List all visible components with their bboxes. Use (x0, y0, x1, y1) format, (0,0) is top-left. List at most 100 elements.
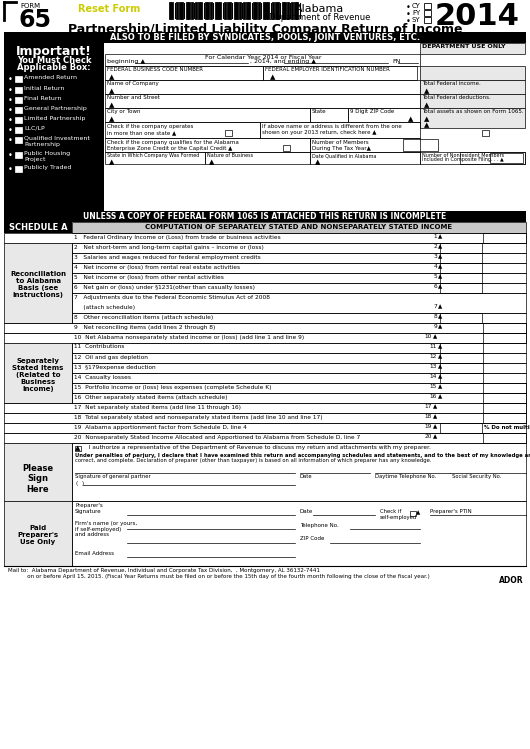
Text: 14  Casualty losses: 14 Casualty losses (74, 374, 131, 380)
Text: •: • (8, 75, 13, 84)
Bar (440, 263, 482, 273)
Bar (225, 130, 232, 136)
Text: 1: 1 (434, 234, 437, 240)
Text: Preparer's
Signature: Preparer's Signature (75, 503, 103, 514)
Text: Publicly Traded: Publicly Traded (24, 165, 72, 170)
Bar (348, 108, 420, 122)
Bar (440, 313, 482, 323)
Text: Please
Sign
Here: Please Sign Here (22, 464, 54, 494)
Bar (483, 433, 526, 443)
Text: Date: Date (300, 474, 313, 479)
Bar (440, 253, 482, 263)
Bar (483, 283, 526, 293)
Text: •: • (8, 116, 13, 125)
Bar (4, 413, 526, 423)
Text: Check if the company operates: Check if the company operates (107, 124, 193, 129)
Text: Qualified Investment
Partnership: Qualified Investment Partnership (24, 136, 90, 147)
Bar (482, 130, 489, 136)
Text: Under penalties of perjury, I declare that I have examined this return and accom: Under penalties of perjury, I declare th… (75, 453, 530, 458)
Bar (205, 152, 310, 164)
Text: Date Qualified in Alabama: Date Qualified in Alabama (312, 153, 376, 158)
Text: ▲: ▲ (433, 425, 437, 429)
Bar (4, 323, 526, 333)
Bar (72, 243, 526, 253)
Text: You Must Check: You Must Check (17, 56, 91, 65)
Bar (72, 222, 526, 233)
Text: Total Federal income.: Total Federal income. (422, 81, 481, 86)
Text: in more than one state ▲: in more than one state ▲ (107, 130, 176, 135)
Text: on or before April 15, 2015. (Fiscal Year Returns must be filed on or before the: on or before April 15, 2015. (Fiscal Yea… (8, 574, 430, 579)
Text: 16: 16 (430, 395, 437, 399)
Bar (72, 373, 526, 383)
Bar (483, 333, 526, 343)
Text: 3   Salaries and wages reduced for federal employment credits: 3 Salaries and wages reduced for federal… (74, 255, 261, 259)
Text: Social Security No.: Social Security No. (452, 474, 501, 479)
Bar (490, 153, 523, 163)
Bar (4, 501, 72, 566)
Text: Firm's name (or yours,: Firm's name (or yours, (75, 521, 137, 526)
Bar (483, 383, 526, 393)
Text: ▲: ▲ (438, 395, 442, 399)
Text: ▲: ▲ (433, 335, 437, 339)
Text: ▲: ▲ (438, 365, 442, 369)
Text: ▲: ▲ (438, 315, 442, 320)
Bar (440, 283, 482, 293)
Text: 13  §179expense deduction: 13 §179expense deduction (74, 365, 156, 369)
Text: Department of Revenue: Department of Revenue (269, 13, 370, 22)
Text: % Do not multiply line 18 by line 19: % Do not multiply line 18 by line 19 (484, 425, 530, 429)
Bar (424, 10, 431, 16)
Text: 4: 4 (433, 264, 437, 270)
Text: ALSO TO BE FILED BY SYNDICATES, POOLS, JOINT VENTURES, ETC.: ALSO TO BE FILED BY SYNDICATES, POOLS, J… (110, 33, 420, 42)
Bar (420, 152, 525, 164)
Text: LLC/LP: LLC/LP (24, 126, 45, 131)
Text: Reset Form: Reset Form (78, 4, 140, 14)
Text: Check if the company qualifies for the Alabama: Check if the company qualifies for the A… (107, 140, 239, 145)
Text: FY: FY (412, 10, 420, 16)
Text: 17  Net separately stated items (add line 11 through 16): 17 Net separately stated items (add line… (74, 404, 241, 410)
Bar (4, 403, 526, 413)
Bar (15, 152, 22, 158)
Text: 19  Alabama apportionment factor from Schedule D, line 4: 19 Alabama apportionment factor from Sch… (74, 425, 247, 429)
Bar (483, 393, 526, 403)
Text: Preparer's PTIN: Preparer's PTIN (430, 509, 472, 514)
Text: ▲: ▲ (433, 414, 437, 419)
Bar (105, 54, 420, 66)
Text: ▲: ▲ (109, 102, 114, 108)
Text: correct, and complete. Declaration of preparer (other than taxpayer) is based on: correct, and complete. Declaration of pr… (75, 458, 431, 463)
Bar (15, 97, 22, 103)
Bar (4, 343, 72, 403)
Text: Number of Nonresident Members: Number of Nonresident Members (422, 153, 504, 158)
Text: 7   Adjustments due to the Federal Economic Stimulus Act of 2008: 7 Adjustments due to the Federal Economi… (74, 294, 270, 300)
Bar (263, 66, 417, 80)
Bar (440, 343, 483, 353)
Bar (424, 3, 431, 9)
Text: Included in Composite Filing. . . ▲: Included in Composite Filing. . . ▲ (422, 157, 503, 163)
Text: •: • (8, 126, 13, 135)
Text: 18  Total separately stated and nonseparately stated items (add line 10 and line: 18 Total separately stated and nonsepara… (74, 414, 323, 419)
Text: 19: 19 (425, 425, 432, 429)
Bar (4, 43, 104, 211)
Bar (440, 373, 483, 383)
Bar (483, 323, 526, 333)
Text: ▲: ▲ (438, 384, 442, 389)
Text: COMPUTATION OF SEPARATELY STATED AND NONSEPARATELY STATED INCOME: COMPUTATION OF SEPARATELY STATED AND NON… (145, 224, 453, 230)
Bar (72, 273, 526, 283)
Text: During The Tax Year▲: During The Tax Year▲ (312, 146, 371, 151)
Bar (420, 94, 525, 108)
Text: FEDERAL EMPLOYER IDENTIFICATION NUMBER: FEDERAL EMPLOYER IDENTIFICATION NUMBER (265, 67, 390, 72)
Text: Limited Partnership: Limited Partnership (24, 116, 85, 121)
Text: SY: SY (412, 17, 421, 23)
Bar (72, 253, 526, 263)
Text: Important!: Important! (16, 45, 92, 58)
Text: ▲: ▲ (408, 116, 413, 122)
Text: 8   Other reconciliation items (attach schedule): 8 Other reconciliation items (attach sch… (74, 315, 213, 320)
Text: Partnership/Limited Liability Company Return of Income: Partnership/Limited Liability Company Re… (68, 23, 462, 36)
Text: ▲: ▲ (438, 285, 442, 290)
Text: 16  Other separately stated items (attach schedule): 16 Other separately stated items (attach… (74, 395, 227, 399)
Text: Paid
Preparer's
Use Only: Paid Preparer's Use Only (17, 525, 58, 545)
Text: 10: 10 (425, 335, 432, 339)
Text: ▲: ▲ (438, 345, 442, 350)
Text: •: • (8, 136, 13, 145)
Text: 3: 3 (433, 255, 437, 259)
Bar (483, 233, 526, 243)
